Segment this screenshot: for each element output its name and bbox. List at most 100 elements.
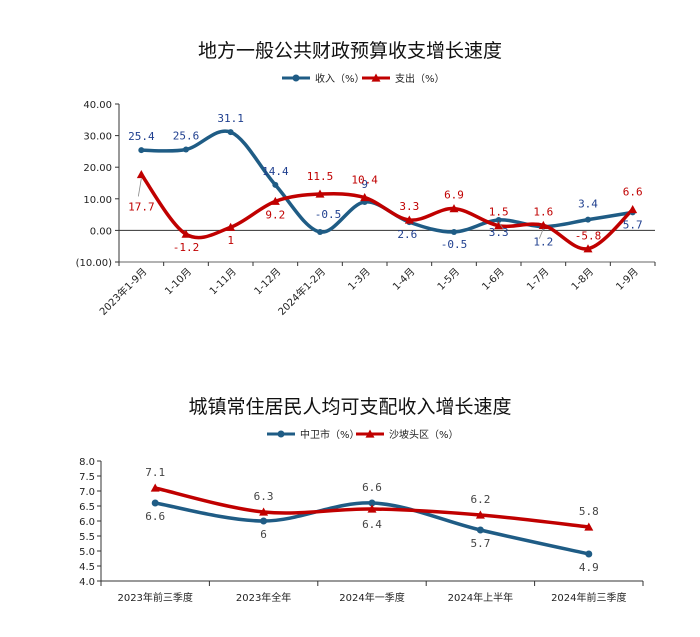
- shapotou-data-label: 7.1: [145, 466, 165, 479]
- legend-marker: [292, 74, 300, 82]
- legend-label: 沙坡头区（%）: [389, 428, 459, 441]
- income-data-label: 9: [361, 178, 368, 191]
- y-tick-label: 4.0: [79, 577, 95, 588]
- zhongwei-data-label: 6.6: [145, 510, 165, 523]
- shapotou-point: [150, 483, 160, 492]
- expense-point: [181, 229, 191, 238]
- zhongwei-data-label: 5.7: [470, 537, 490, 550]
- expense-point: [494, 221, 504, 230]
- fiscal-growth-chart: 地方一般公共财政预算收支增长速度 收入（%） 支出（%） 40.00 30.00 20.…: [76, 40, 656, 318]
- income-point: [585, 216, 591, 223]
- legend: 中卫市（%） 沙坡头区（%）: [267, 428, 459, 441]
- chart-title: 城镇常住居民人均可支配收入增长速度: [188, 396, 512, 418]
- shapotou-point: [367, 504, 377, 513]
- shapotou-data-label: 6.4: [362, 518, 382, 531]
- label-leader: [538, 228, 544, 239]
- y-tick-label: 8.0: [79, 457, 95, 468]
- x-tick-label: 1-9月: [614, 266, 641, 293]
- income-point: [495, 216, 502, 223]
- income-growth-plot: 中卫市（%） 沙坡头区（%） 8.0 7.5 7.0 6.5 6.0 5.5 5.0 4.5 4.0…: [79, 428, 644, 604]
- zhongwei-point: [368, 499, 376, 507]
- income-data-label: 2.6: [397, 228, 417, 241]
- expense-data-label: 11.5: [307, 170, 334, 183]
- income-data-label: 3.3: [489, 226, 509, 239]
- zhongwei-data-label: 4.9: [579, 561, 599, 574]
- expense-point: [226, 222, 236, 231]
- income-point: [451, 228, 457, 235]
- zhongwei-point: [151, 499, 159, 507]
- expense-data-label: 10.4: [351, 174, 378, 187]
- income-point: [227, 129, 234, 136]
- income-data-label: 25.4: [128, 130, 155, 143]
- income-point: [272, 181, 279, 188]
- x-tick-label: 1-11月: [207, 266, 239, 298]
- income-data-label: -0.5: [315, 208, 342, 221]
- x-tick-label: 1-3月: [346, 266, 373, 293]
- expense-data-label: 6.6: [623, 186, 643, 199]
- zhongwei-point: [585, 550, 593, 558]
- income-point: [138, 147, 145, 154]
- expense-point: [404, 215, 414, 224]
- shapotou-point: [475, 510, 485, 519]
- x-tick-label: 2024年1-2月: [275, 265, 328, 318]
- expense-data-label: -1.2: [173, 241, 200, 254]
- x-tick-label: 1-4月: [390, 266, 417, 293]
- shapotou-data-label: 6.3: [254, 490, 274, 503]
- income-data-label: 31.1: [217, 112, 244, 125]
- expense-point: [538, 220, 548, 229]
- y-tick-label: 10.00: [83, 195, 112, 206]
- x-tick-label: 2023年前三季度: [117, 591, 192, 604]
- income-data-label: 1.2: [533, 236, 553, 249]
- expense-data-label: 1.5: [489, 206, 509, 219]
- expense-point: [360, 193, 370, 202]
- y-tick-label: 40.00: [83, 100, 112, 111]
- legend-marker: [371, 73, 381, 82]
- y-tick-label: 7.5: [79, 472, 95, 483]
- income-data-label: 25.6: [173, 130, 200, 143]
- y-tick-label: 20.00: [83, 163, 112, 174]
- expense-series-line: [139, 173, 634, 251]
- y-tick-label: 0.00: [90, 226, 112, 237]
- y-tick-label: 30.00: [83, 132, 112, 143]
- expense-data-label: 17.7: [128, 200, 155, 213]
- expense-data-label: 3.3: [399, 200, 419, 213]
- y-tick-label: 7.0: [79, 487, 95, 498]
- chart-title: 地方一般公共财政预算收支增长速度: [197, 40, 502, 62]
- expense-data-label: 1.6: [533, 205, 553, 218]
- y-tick-label: 4.5: [79, 562, 95, 573]
- income-data-label: 5.7: [623, 218, 643, 231]
- expense-data-label: 1: [227, 234, 234, 247]
- zhongwei-point: [476, 526, 484, 534]
- x-tick-label: 1-7月: [524, 266, 551, 293]
- income-data-label: 3.4: [578, 198, 598, 211]
- expense-point: [628, 205, 638, 214]
- income-point: [183, 146, 189, 153]
- expense-point: [270, 196, 280, 205]
- legend: 收入（%） 支出（%）: [282, 72, 445, 85]
- y-tick-label: (10.00): [76, 258, 113, 269]
- expense-point: [583, 244, 593, 253]
- x-tick-label: 1-10月: [163, 266, 195, 298]
- label-leader: [498, 221, 503, 229]
- zhongwei-point: [260, 517, 268, 525]
- income-series-line: [141, 129, 633, 234]
- shapotou-point: [259, 507, 269, 516]
- income-growth-chart: 城镇常住居民人均可支配收入增长速度 中卫市（%） 沙坡头区（%） 8.0 7.5 7.0…: [0, 380, 700, 637]
- fiscal-growth-plot: 收入（%） 支出（%） 40.00 30.00 20.00 10.00 0.00 (10.00…: [76, 72, 656, 318]
- legend-marker: [277, 430, 285, 438]
- shapotou-point: [584, 522, 594, 531]
- x-tick-label: 1-5月: [435, 266, 462, 293]
- shapotou-data-label: 5.8: [579, 505, 599, 518]
- legend-label: 支出（%）: [395, 72, 445, 85]
- income-data-label: -0.5: [441, 238, 468, 251]
- zhongwei-data-label: 6.6: [362, 481, 382, 494]
- x-tick-label: 2023年全年: [236, 591, 291, 604]
- x-tick-label: 2024年前三季度: [551, 591, 626, 604]
- x-tick-label: 1-6月: [480, 266, 507, 293]
- expense-data-label: -5.8: [575, 230, 602, 243]
- legend-label: 中卫市（%）: [300, 428, 360, 441]
- legend-marker: [365, 429, 375, 438]
- x-tick-label: 1-12月: [252, 266, 284, 298]
- expense-data-label: 6.9: [444, 189, 464, 202]
- x-tick-label: 1-8月: [569, 266, 596, 293]
